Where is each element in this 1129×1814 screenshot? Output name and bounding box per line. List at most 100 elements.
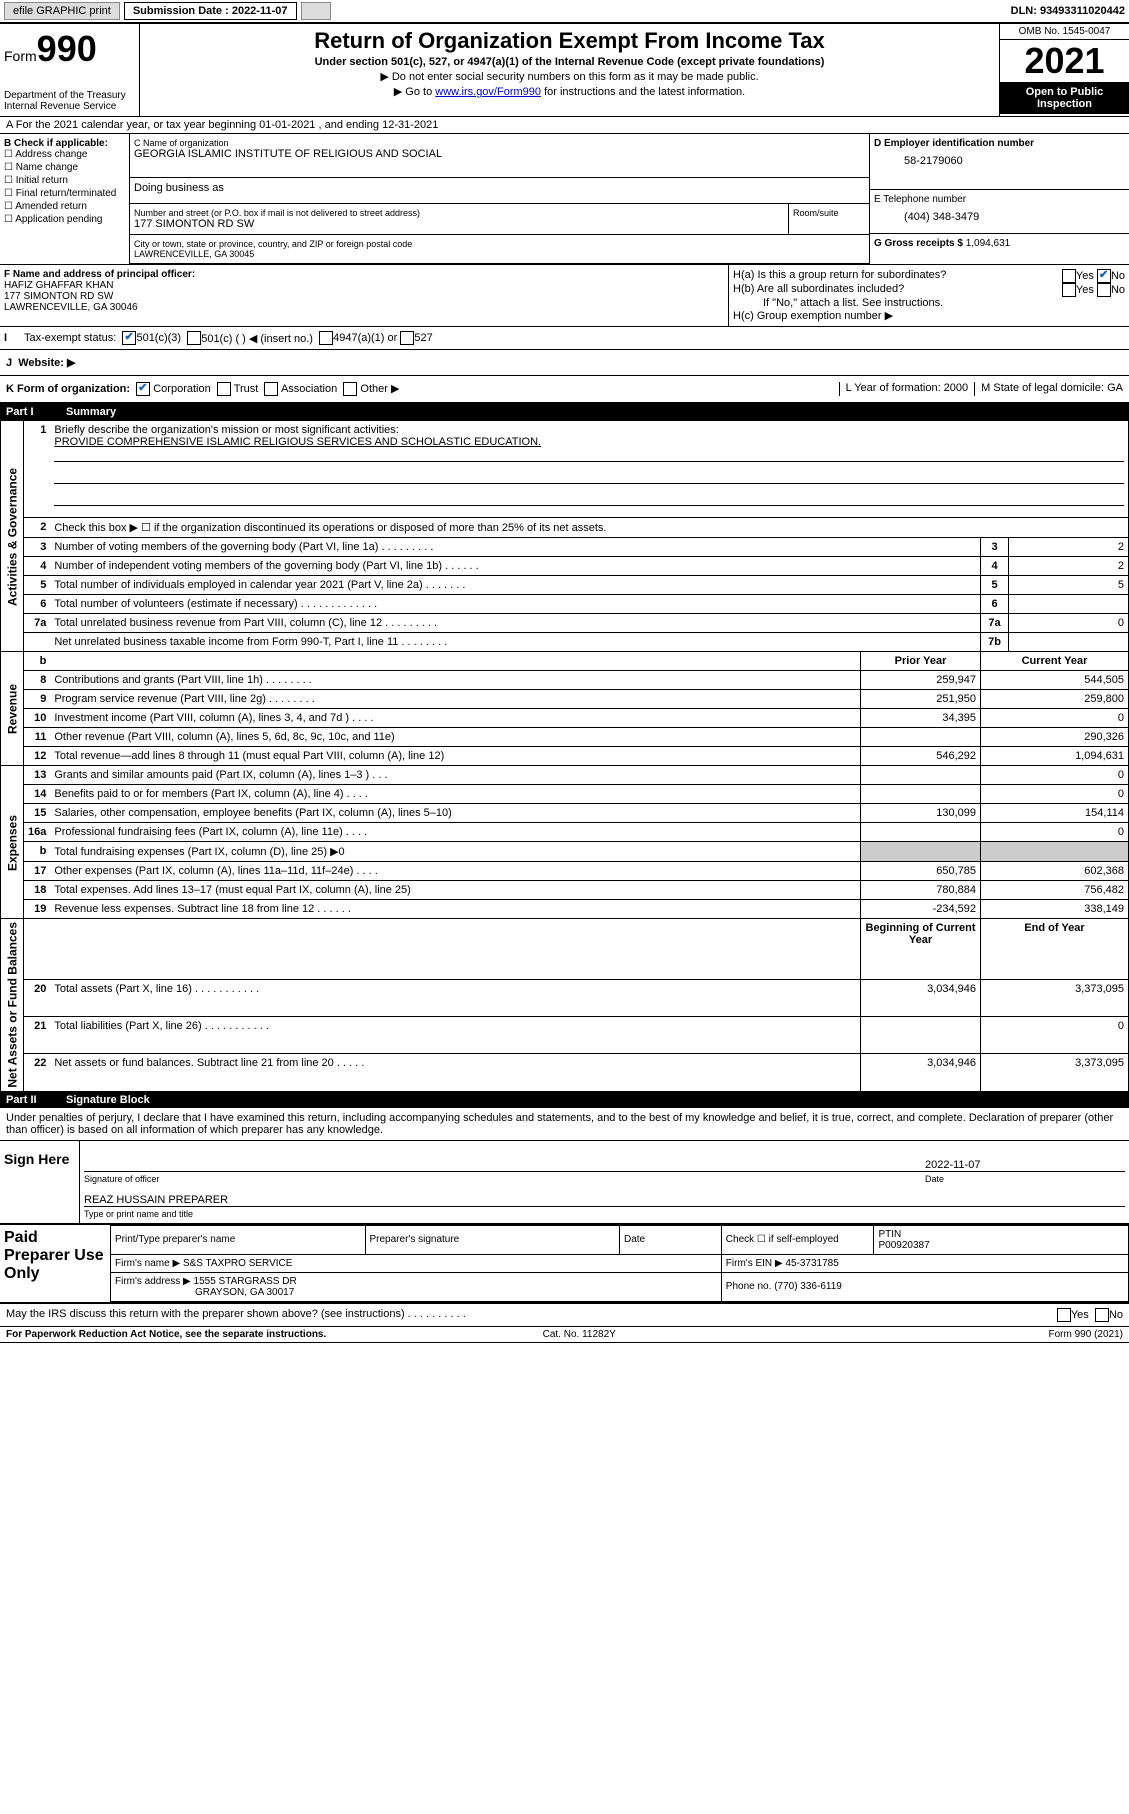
- line16a-current: 0: [981, 823, 1129, 842]
- hb-no-checkbox[interactable]: [1097, 283, 1111, 297]
- hb-note: If "No," attach a list. See instructions…: [733, 297, 1125, 309]
- may-irs-no[interactable]: [1095, 1308, 1109, 1322]
- goto-suffix: for instructions and the latest informat…: [541, 86, 745, 98]
- firm-name-label: Firm's name ▶: [115, 1258, 180, 1269]
- chk-final-return[interactable]: ☐ Final return/terminated: [4, 188, 125, 199]
- line14: Benefits paid to or for members (Part IX…: [50, 785, 860, 804]
- room-suite-label: Room/suite: [789, 204, 869, 235]
- sign-here-label: Sign Here: [0, 1141, 80, 1223]
- footer-form: Form 990 (2021): [1049, 1329, 1123, 1340]
- line7b: Net unrelated business taxable income fr…: [50, 633, 980, 652]
- form-number: Form990: [4, 28, 135, 70]
- line20-begin: 3,034,946: [861, 979, 981, 1016]
- line11-prior: [861, 728, 981, 747]
- may-irs-text: May the IRS discuss this return with the…: [6, 1308, 466, 1322]
- line5-value: 5: [1009, 576, 1129, 595]
- open-inspection: Open to Public Inspection: [1000, 82, 1129, 114]
- firm-name: S&S TAXPRO SERVICE: [183, 1258, 292, 1269]
- paid-preparer-block: Paid Preparer Use Only Print/Type prepar…: [0, 1225, 1129, 1304]
- blank-button[interactable]: [301, 2, 331, 20]
- side-expenses: Expenses: [1, 766, 24, 919]
- 501c3-checkbox[interactable]: [122, 331, 136, 345]
- chk-address-change[interactable]: ☐ Address change: [4, 149, 125, 160]
- chk-amended[interactable]: ☐ Amended return: [4, 201, 125, 212]
- form-label: Form: [4, 48, 37, 64]
- summary-table: Activities & Governance 1 Briefly descri…: [0, 420, 1129, 1092]
- goto-note: ▶ Go to www.irs.gov/Form990 for instruct…: [144, 85, 995, 98]
- form-990-number: 990: [37, 28, 97, 69]
- trust-checkbox[interactable]: [217, 382, 231, 396]
- line4: Number of independent voting members of …: [50, 557, 980, 576]
- city-value: LAWRENCEVILLE, GA 30045: [134, 249, 865, 259]
- ha-no-checkbox[interactable]: [1097, 269, 1111, 283]
- chk-initial-return[interactable]: ☐ Initial return: [4, 175, 125, 186]
- line6: Total number of volunteers (estimate if …: [50, 595, 980, 614]
- hb-yes-checkbox[interactable]: [1062, 283, 1076, 297]
- line13-prior: [861, 766, 981, 785]
- 4947-checkbox[interactable]: [319, 331, 333, 345]
- state-domicile: M State of legal domicile: GA: [974, 382, 1123, 396]
- ha-yes-checkbox[interactable]: [1062, 269, 1076, 283]
- line3: Number of voting members of the governin…: [50, 538, 980, 557]
- 501c-checkbox[interactable]: [187, 331, 201, 345]
- line20-end: 3,373,095: [981, 979, 1129, 1016]
- line9: Program service revenue (Part VIII, line…: [50, 690, 860, 709]
- section-b-label: B Check if applicable:: [4, 138, 108, 149]
- line19-current: 338,149: [981, 900, 1129, 919]
- side-revenue: Revenue: [1, 652, 24, 766]
- phone-label: Phone no.: [726, 1281, 772, 1292]
- line2: Check this box ▶ ☐ if the organization d…: [50, 518, 1128, 538]
- tax-exempt-label: Tax-exempt status:: [24, 332, 116, 344]
- corp-checkbox[interactable]: [136, 382, 150, 396]
- line10-prior: 34,395: [861, 709, 981, 728]
- line16b: Total fundraising expenses (Part IX, col…: [50, 842, 860, 862]
- sig-date-label: Date: [925, 1174, 1125, 1184]
- efile-print-button[interactable]: efile GRAPHIC print: [4, 2, 120, 20]
- top-bar: efile GRAPHIC print Submission Date : 20…: [0, 0, 1129, 24]
- ein-label: D Employer identification number: [874, 138, 1125, 149]
- chk-name-change[interactable]: ☐ Name change: [4, 162, 125, 173]
- page-footer: For Paperwork Reduction Act Notice, see …: [0, 1327, 1129, 1343]
- assoc-checkbox[interactable]: [264, 382, 278, 396]
- check-self: Check ☐ if self-employed: [721, 1225, 874, 1254]
- sign-block: Sign Here 2022-11-07 Signature of office…: [0, 1141, 1129, 1225]
- line21-end: 0: [981, 1017, 1129, 1054]
- line11-current: 290,326: [981, 728, 1129, 747]
- hb-label: H(b) Are all subordinates included?: [733, 283, 904, 297]
- line16a-prior: [861, 823, 981, 842]
- side-net-assets: Net Assets or Fund Balances: [1, 919, 24, 1092]
- form-header: Form990 Department of the Treasury Inter…: [0, 24, 1129, 117]
- line8-prior: 259,947: [861, 671, 981, 690]
- line14-current: 0: [981, 785, 1129, 804]
- line15-prior: 130,099: [861, 804, 981, 823]
- chk-application-pending[interactable]: ☐ Application pending: [4, 214, 125, 225]
- line18: Total expenses. Add lines 13–17 (must eq…: [50, 881, 860, 900]
- line21: Total liabilities (Part X, line 26) . . …: [50, 1017, 860, 1054]
- section-b: B Check if applicable: ☐ Address change …: [0, 134, 130, 264]
- org-name: GEORGIA ISLAMIC INSTITUTE OF RELIGIOUS A…: [134, 148, 865, 160]
- officer-addr1: 177 SIMONTON RD SW: [4, 291, 113, 302]
- other-checkbox[interactable]: [343, 382, 357, 396]
- phone-value: (770) 336-6119: [774, 1281, 842, 1292]
- may-irs-yes[interactable]: [1057, 1308, 1071, 1322]
- line17-prior: 650,785: [861, 862, 981, 881]
- street-value: 177 SIMONTON RD SW: [134, 218, 784, 230]
- line19-prior: -234,592: [861, 900, 981, 919]
- gross-receipts-label: G Gross receipts $: [874, 238, 963, 249]
- telephone-label: E Telephone number: [874, 194, 1125, 205]
- line6-value: [1009, 595, 1129, 614]
- ptin-label: PTIN: [878, 1229, 901, 1240]
- line20: Total assets (Part X, line 16) . . . . .…: [50, 979, 860, 1016]
- 527-checkbox[interactable]: [400, 331, 414, 345]
- officer-name-title: REAZ HUSSAIN PREPARER: [84, 1194, 228, 1206]
- firm-addr2: GRAYSON, GA 30017: [115, 1287, 294, 1298]
- part2-header: Part II Signature Block: [0, 1092, 1129, 1108]
- ssn-note: ▶ Do not enter social security numbers o…: [144, 70, 995, 83]
- footer-cat: Cat. No. 11282Y: [543, 1329, 616, 1340]
- col-prior: Prior Year: [861, 652, 981, 671]
- col-begin: Beginning of Current Year: [861, 919, 981, 980]
- prep-sig-label: Preparer's signature: [365, 1225, 620, 1254]
- irs-link[interactable]: www.irs.gov/Form990: [435, 86, 541, 98]
- ha-label: H(a) Is this a group return for subordin…: [733, 269, 946, 283]
- ptin-value: P00920387: [878, 1240, 929, 1251]
